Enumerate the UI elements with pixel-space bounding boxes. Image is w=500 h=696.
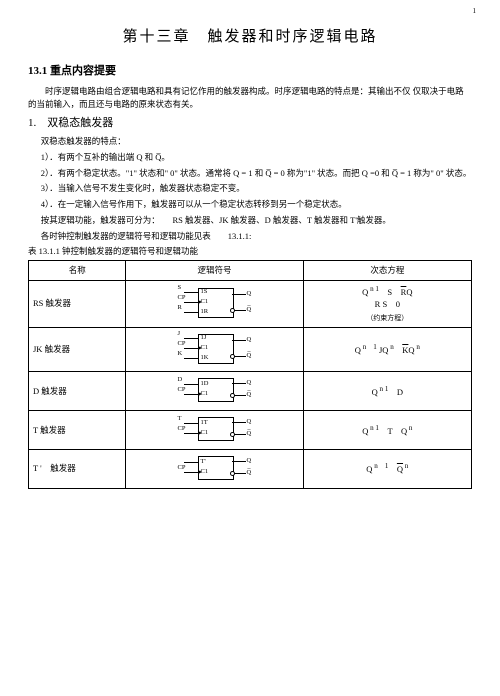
line-func: 按其逻辑功能，触发器可分为： RS 触发器、JK 触发器、D 触发器、T 触发器… [28,214,472,227]
table-row: RS 触发器S1SCPC1R1RQQ̅Q n 1 S RQR S 0（约束方程） [29,280,472,327]
cell-equation: Q n 1 D [303,372,471,411]
point-2: 2）．有两个稳定状态。"1" 状态和" 0" 状态。通常将 Q = 1 和 Q̅… [28,167,472,180]
cell-equation: Q n 1 T Q n [303,411,471,450]
document-page: 1 第十三章 触发器和时序逻辑电路 13.1 重点内容提要 时序逻辑电路由组合逻… [0,0,500,696]
page-number: 1 [473,6,477,17]
th-symbol: 逻辑符号 [126,261,303,281]
cell-equation: Q n 1 JQ n KQ n [303,327,471,372]
cell-symbol: S1SCPC1R1RQQ̅ [126,280,303,327]
subheading-note: 双稳态触发器的特点： [28,135,472,148]
subsection-heading: 1. 双稳态触发器 [28,115,472,132]
table-row: T 触发器T1TCPC1QQ̅Q n 1 T Q n [29,411,472,450]
cell-name: JK 触发器 [29,327,126,372]
table-row: T ' 触发器T'CPC1QQ̅Q n 1 Q n [29,449,472,488]
point-3: 3）．当输入信号不发生变化时，触发器状态稳定不变。 [28,182,472,195]
th-equation: 次态方程 [303,261,471,281]
cell-equation: Q n 1 S RQR S 0（约束方程） [303,280,471,327]
table-body: RS 触发器S1SCPC1R1RQQ̅Q n 1 S RQR S 0（约束方程）… [29,280,472,488]
intro-paragraph: 时序逻辑电路由组合逻辑电路和具有记忆作用的触发器构成。时序逻辑电路的特点是：其输… [28,85,472,111]
point-4: 4）．在一定输入信号作用下，触发器可以从一个稳定状态转移到另一个稳定状态。 [28,198,472,211]
cell-symbol: D1DCPC1QQ̅ [126,372,303,411]
th-name: 名称 [29,261,126,281]
table-caption: 表 13.1.1 钟控制触发器的逻辑符号和逻辑功能 [28,245,472,258]
section-heading: 13.1 重点内容提要 [28,63,472,80]
chapter-title: 第十三章 触发器和时序逻辑电路 [28,26,472,49]
cell-name: D 触发器 [29,372,126,411]
cell-name: RS 触发器 [29,280,126,327]
cell-name: T 触发器 [29,411,126,450]
cell-name: T ' 触发器 [29,449,126,488]
table-row: D 触发器D1DCPC1QQ̅Q n 1 D [29,372,472,411]
cell-symbol: T'CPC1QQ̅ [126,449,303,488]
line-tableref: 各时钟控制触发器的逻辑符号和逻辑功能见表 13.1.1: [28,230,472,243]
flipflop-table: 名称 逻辑符号 次态方程 RS 触发器S1SCPC1R1RQQ̅Q n 1 S … [28,260,472,489]
table-header-row: 名称 逻辑符号 次态方程 [29,261,472,281]
cell-symbol: J1JCPC1K1KQQ̅ [126,327,303,372]
cell-equation: Q n 1 Q n [303,449,471,488]
cell-symbol: T1TCPC1QQ̅ [126,411,303,450]
point-1: 1）．有两个互补的输出端 Q 和 Q̅。 [28,151,472,164]
table-row: JK 触发器J1JCPC1K1KQQ̅Q n 1 JQ n KQ n [29,327,472,372]
